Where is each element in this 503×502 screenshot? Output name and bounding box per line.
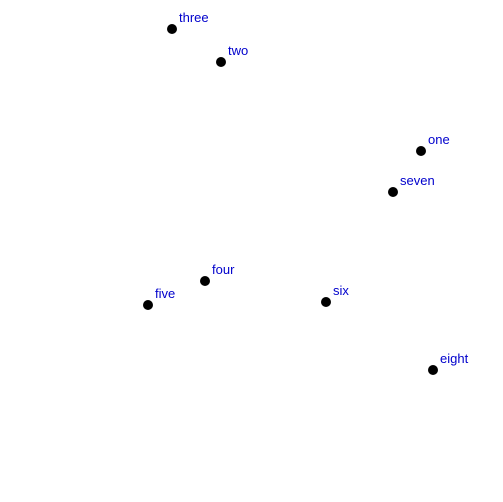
data-point-four — [200, 276, 210, 286]
data-point-three — [167, 24, 177, 34]
data-point-six — [321, 297, 331, 307]
point-label-two: two — [228, 43, 248, 58]
point-label-eight: eight — [440, 351, 469, 366]
point-label-three: three — [179, 10, 209, 25]
point-label-six: six — [333, 283, 349, 298]
data-point-five — [143, 300, 153, 310]
data-point-one — [416, 146, 426, 156]
data-point-two — [216, 57, 226, 67]
point-label-four: four — [212, 262, 235, 277]
point-label-five: five — [155, 286, 175, 301]
point-label-seven: seven — [400, 173, 435, 188]
data-point-eight — [428, 365, 438, 375]
data-point-seven — [388, 187, 398, 197]
point-label-one: one — [428, 132, 450, 147]
